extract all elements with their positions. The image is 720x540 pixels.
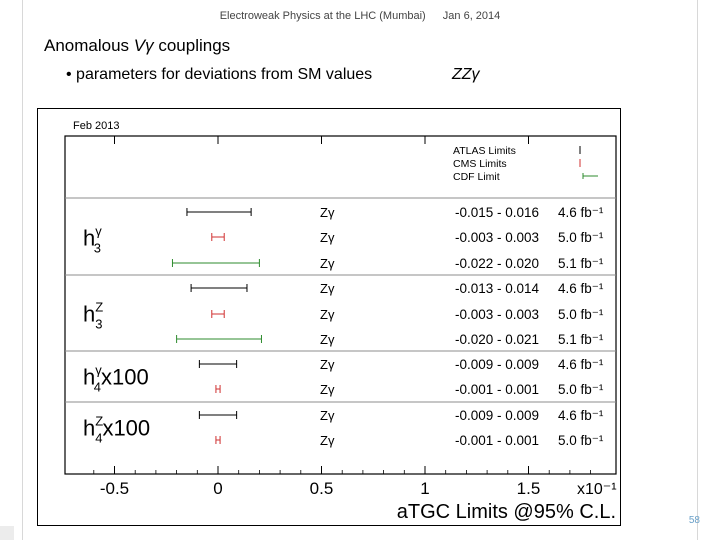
x-multiplier: x10⁻¹ [577, 481, 617, 498]
channel-label-3-1: Zγ [320, 433, 335, 448]
header-date: Jan 6, 2014 [442, 10, 501, 22]
slide-number: 58 [688, 515, 700, 526]
channel-label-1-1: Zγ [320, 307, 335, 322]
range-text-2-1: -0.001 - 0.001 [455, 382, 539, 397]
legend-label-atlas: ATLAS Limits [453, 145, 516, 157]
slide-title-suffix: couplings [153, 36, 231, 55]
lumi-text-0-2: 5.1 fb⁻¹ [558, 256, 604, 271]
range-text-0-0: -0.015 - 0.016 [455, 205, 539, 220]
lumi-text-0-0: 4.6 fb⁻¹ [558, 205, 604, 220]
channel-label-0-0: Zγ [320, 205, 335, 220]
channel-label-1-2: Zγ [320, 332, 335, 347]
left-border-line [22, 0, 23, 540]
channel-label-0-2: Zγ [320, 256, 335, 271]
group-label-2: hγ 4x100 [83, 363, 149, 395]
range-text-1-2: -0.020 - 0.021 [455, 332, 539, 347]
plot-frame [64, 135, 617, 475]
range-text-3-1: -0.001 - 0.001 [455, 433, 539, 448]
date-label: Feb 2013 [73, 120, 119, 132]
slide-title-prefix: Anomalous [44, 36, 134, 55]
outer-panel [37, 108, 621, 526]
lumi-text-2-0: 4.6 fb⁻¹ [558, 357, 604, 372]
range-text-1-1: -0.003 - 0.003 [455, 307, 539, 322]
bullet-text: • parameters for deviations from SM valu… [66, 66, 373, 83]
channel-label-2-1: Zγ [320, 382, 335, 397]
group-label-1: hZ 3 [83, 300, 103, 332]
header-event: Electroweak Physics at the LHC (Mumbai) [219, 10, 426, 22]
channel-label-3-0: Zγ [320, 408, 335, 423]
x-tick-label-0: -0.5 [100, 479, 129, 498]
legend-label-cms: CMS Limits [453, 158, 507, 170]
lumi-text-1-0: 4.6 fb⁻¹ [558, 281, 604, 296]
lumi-text-1-2: 5.1 fb⁻¹ [558, 332, 604, 347]
range-text-2-0: -0.009 - 0.009 [455, 357, 539, 372]
range-text-0-2: -0.022 - 0.020 [455, 256, 539, 271]
group-label-3: hZ 4x100 [83, 414, 150, 446]
channel-label-0-1: Zγ [320, 230, 335, 245]
lumi-text-0-1: 5.0 fb⁻¹ [558, 230, 604, 245]
x-tick-label-2: 0.5 [310, 479, 334, 498]
bullet-right-text: ZZγ [452, 66, 480, 83]
x-axis-title: aTGC Limits @95% C.L. [397, 501, 616, 523]
lumi-text-3-1: 5.0 fb⁻¹ [558, 433, 604, 448]
x-tick-label-4: 1.5 [517, 479, 541, 498]
range-text-0-1: -0.003 - 0.003 [455, 230, 539, 245]
lumi-text-2-1: 5.0 fb⁻¹ [558, 382, 604, 397]
lumi-text-1-1: 5.0 fb⁻¹ [558, 307, 604, 322]
slide-title: Anomalous Vγ couplings [44, 36, 230, 56]
slide-title-symbol: Vγ [133, 36, 154, 55]
x-tick-label-3: 1 [420, 479, 429, 498]
right-border-line [697, 0, 698, 540]
lumi-text-3-0: 4.6 fb⁻¹ [558, 408, 604, 423]
range-text-1-0: -0.013 - 0.014 [455, 281, 540, 296]
corner-mark [0, 526, 14, 540]
channel-label-2-0: Zγ [320, 357, 335, 372]
group-label-0: hγ 3 [83, 224, 102, 256]
slide-header: Electroweak Physics at the LHC (Mumbai) … [0, 10, 720, 22]
range-text-3-0: -0.009 - 0.009 [455, 408, 539, 423]
channel-label-1-0: Zγ [320, 281, 335, 296]
legend-label-cdf: CDF Limit [453, 171, 500, 183]
x-tick-label-1: 0 [213, 479, 222, 498]
atgc-limits-chart: Feb 2013 ATLAS Limits CMS Limits CDF Limit h… [37, 108, 621, 526]
